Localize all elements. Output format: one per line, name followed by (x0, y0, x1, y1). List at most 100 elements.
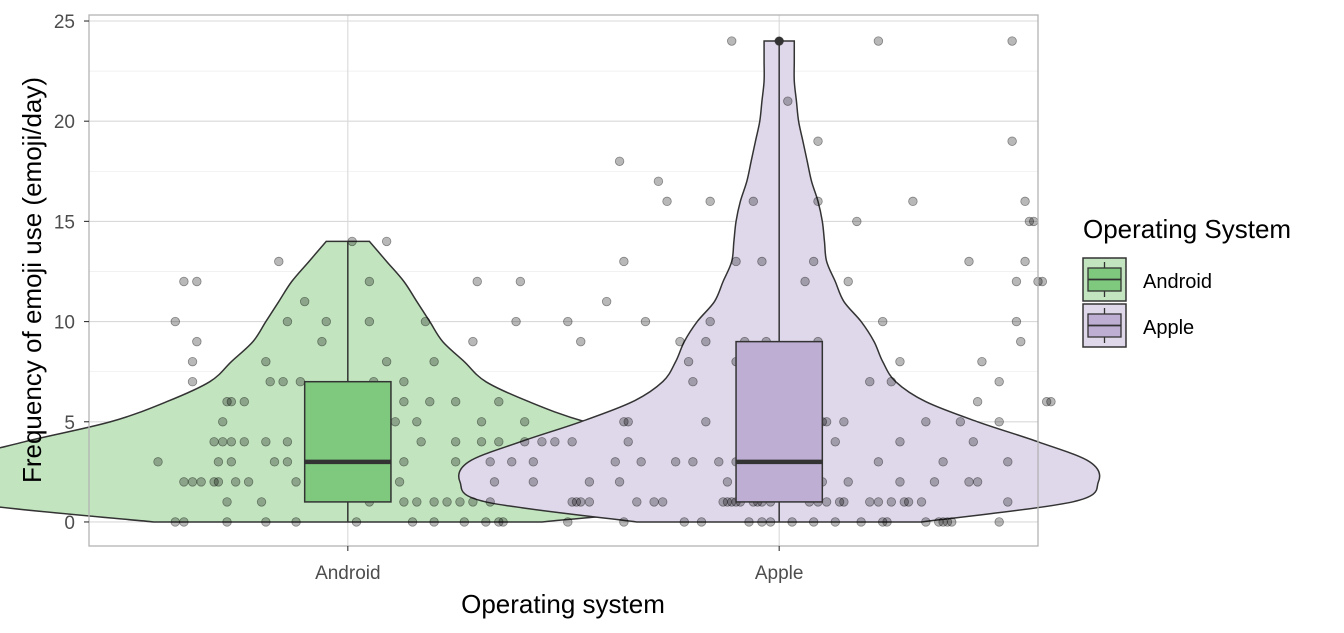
data-point (942, 517, 953, 527)
data-point (584, 497, 595, 507)
data-point (425, 397, 435, 407)
data-point (468, 497, 478, 507)
data-point (218, 417, 228, 427)
data-point (972, 397, 983, 407)
data-point (1046, 397, 1056, 407)
data-point (476, 417, 487, 427)
data-point (1011, 316, 1022, 327)
data-point (399, 397, 409, 407)
data-point (390, 417, 400, 427)
data-point (886, 497, 897, 507)
data-point (675, 336, 685, 347)
y-tick-label: 5 (64, 413, 75, 434)
data-point (649, 497, 659, 507)
data-point (576, 497, 586, 507)
data-point (994, 417, 1004, 427)
legend: Operating System Android Apple (1082, 214, 1291, 348)
data-point (972, 477, 983, 487)
data-point (843, 477, 853, 487)
data-point (291, 517, 301, 527)
data-point (187, 376, 198, 387)
data-point (878, 517, 888, 527)
data-point (938, 517, 948, 527)
data-point (899, 497, 909, 507)
data-point (416, 437, 426, 447)
data-point (196, 477, 206, 487)
x-axis-ticks: Android Apple (315, 546, 803, 584)
data-point (813, 196, 823, 207)
data-point (459, 517, 469, 527)
plot-panel-border (88, 14, 1039, 547)
y-tick-label: 25 (54, 12, 75, 33)
data-point (528, 477, 539, 487)
data-point (399, 497, 409, 507)
data-point (977, 356, 987, 367)
data-point (407, 517, 418, 527)
data-point (1028, 216, 1039, 227)
data-point (278, 376, 288, 387)
data-point (821, 497, 832, 507)
data-point (381, 356, 392, 367)
data-point (1007, 136, 1017, 146)
data-point (921, 417, 931, 427)
data-point (787, 517, 797, 527)
y-axis-title: Frequency of emoji use (emoji/day) (17, 77, 47, 483)
data-point (282, 316, 293, 327)
data-point (481, 517, 491, 527)
data-point (507, 457, 517, 467)
data-point (610, 457, 620, 467)
data-point (1016, 336, 1026, 347)
data-point (873, 457, 884, 467)
data-point (537, 437, 547, 447)
data-point (601, 296, 612, 307)
data-point (269, 457, 280, 467)
data-point (757, 517, 767, 527)
data-point (468, 336, 478, 347)
data-point (748, 196, 759, 207)
data-point (261, 356, 271, 367)
data-point (830, 437, 840, 447)
data-point (567, 437, 577, 447)
data-point (718, 497, 728, 507)
legend-keys (1082, 257, 1127, 348)
box-apple (735, 340, 824, 503)
data-point (563, 517, 573, 527)
data-point (243, 477, 254, 487)
data-point (670, 457, 681, 467)
data-point (929, 477, 940, 487)
data-point (511, 316, 521, 327)
data-point (222, 497, 232, 507)
data-point (299, 296, 310, 307)
data-point (291, 477, 301, 487)
legend-label-android: Android (1143, 271, 1212, 293)
data-point (808, 256, 819, 267)
data-point (489, 477, 500, 487)
data-point (412, 497, 422, 507)
data-point (701, 417, 711, 427)
data-point (938, 457, 948, 467)
data-point (399, 376, 409, 387)
data-point (688, 457, 698, 467)
data-point (619, 417, 629, 427)
data-point (230, 477, 241, 487)
data-point (886, 376, 897, 387)
data-point (688, 376, 698, 387)
data-point (895, 477, 905, 487)
data-point (947, 517, 957, 527)
data-point (636, 457, 646, 467)
data-point (839, 417, 849, 427)
data-point (494, 437, 504, 447)
data-point (179, 517, 189, 527)
data-point (934, 517, 944, 527)
data-point (226, 397, 237, 407)
data-point (192, 336, 202, 347)
data-point (519, 417, 530, 427)
data-point (563, 316, 573, 327)
data-point (839, 497, 849, 507)
data-point (843, 276, 853, 287)
data-point (420, 316, 431, 327)
data-point (696, 517, 707, 527)
data-point (683, 356, 694, 367)
data-point (222, 517, 232, 527)
data-point (476, 437, 487, 447)
